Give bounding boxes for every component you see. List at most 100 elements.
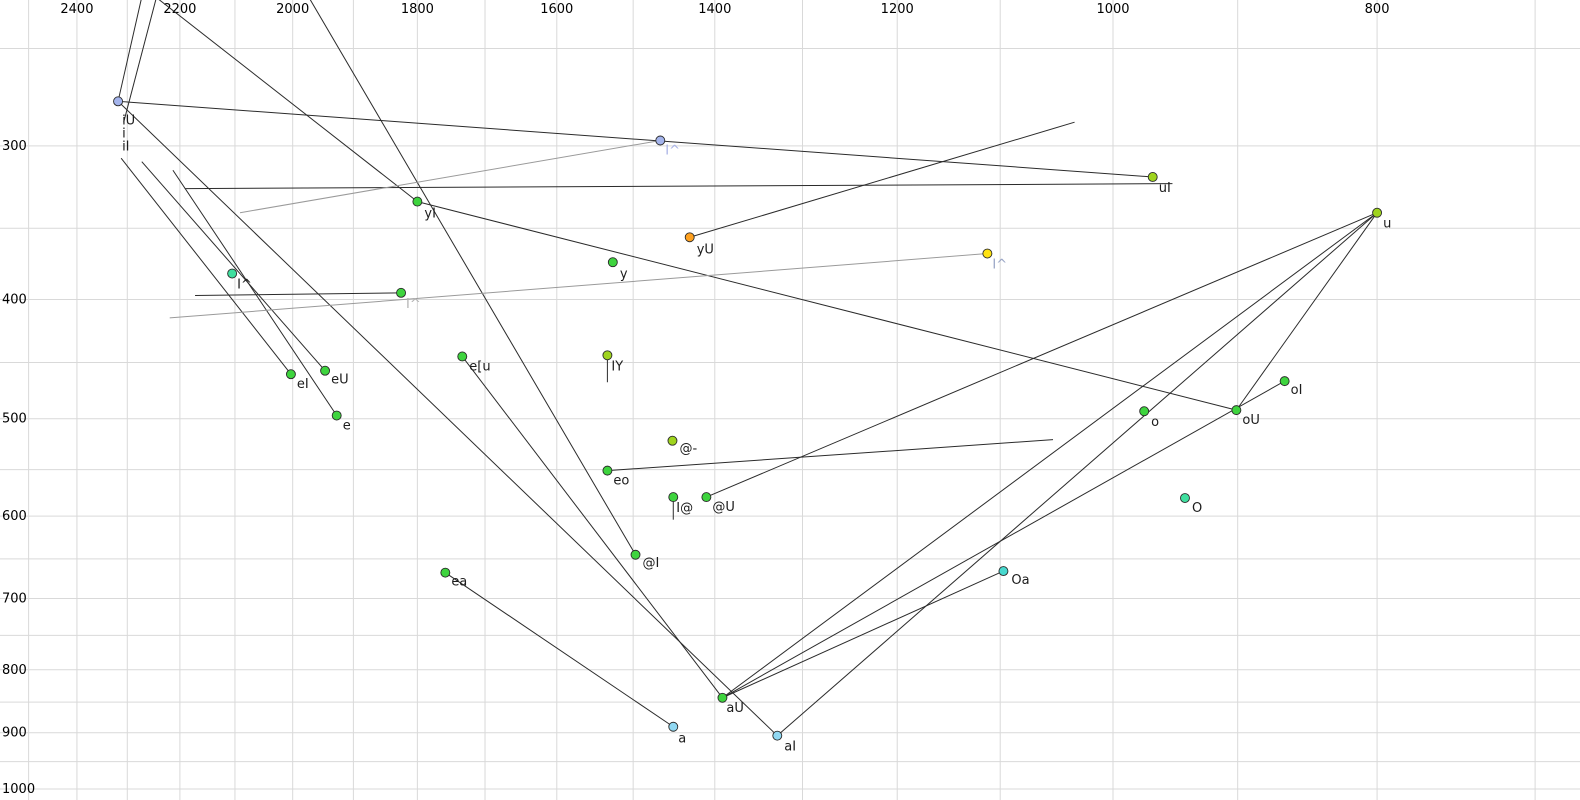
vowel-point-@-[interactable]	[667, 435, 678, 446]
y-tick-label: 600	[2, 509, 27, 524]
vowel-label: e[u	[469, 359, 490, 374]
vowel-point-ea[interactable]	[440, 567, 451, 578]
vowel-point-@I[interactable]	[630, 549, 641, 560]
trajectory-line	[776, 212, 1378, 737]
vowel-label: e	[343, 419, 351, 434]
vowel-label: @I	[643, 556, 660, 571]
trajectory-line	[722, 212, 1378, 699]
vowel-label: Oa	[1011, 573, 1029, 588]
trajectory-line	[169, 253, 988, 319]
vowel-label: u	[1383, 217, 1391, 232]
vowel-label: @-	[679, 442, 697, 457]
trajectory-line	[117, 100, 778, 737]
trajectory-line	[158, 0, 418, 203]
vowel-label: iI	[122, 139, 129, 154]
trajectory-line	[195, 292, 402, 297]
vowel-point-y[interactable]	[607, 257, 618, 268]
vowel-label: IY	[611, 359, 623, 374]
y-tick-label: 500	[2, 412, 27, 427]
vowel-point-yI[interactable]	[412, 196, 423, 207]
vowel-label: eo	[613, 474, 629, 489]
vowel-point-I@[interactable]	[668, 492, 679, 503]
trajectory-line	[118, 100, 1153, 178]
x-tick-label: 1200	[881, 2, 914, 17]
vowel-point-e[u[interactable]	[457, 351, 468, 362]
vowel-point-I^[interactable]	[396, 287, 407, 298]
vowel-point-eo[interactable]	[602, 465, 613, 476]
trajectory-line	[117, 0, 142, 102]
vowel-label: O	[1192, 501, 1202, 516]
vowel-label: i	[122, 126, 126, 141]
trajectory-line	[239, 139, 661, 214]
vowel-point-aU[interactable]	[717, 692, 728, 703]
trajectory-line	[722, 380, 1285, 699]
vowel-label: aU	[726, 701, 743, 716]
y-tick-label: 1000	[2, 782, 35, 797]
vowel-point-e[interactable]	[331, 410, 342, 421]
vowel-label: oI	[1291, 383, 1303, 398]
trajectory-line	[172, 169, 338, 416]
vowel-point-IY[interactable]	[602, 350, 613, 361]
trajectory-line	[689, 121, 1075, 238]
y-tick-label: 400	[2, 293, 27, 308]
vowel-label: I^	[237, 278, 252, 293]
vowel-point-eU[interactable]	[320, 365, 331, 376]
trajectory-line	[417, 201, 1237, 411]
vowel-label: I@	[676, 501, 693, 516]
vowel-label: I^	[406, 297, 421, 312]
trajectory-line	[607, 439, 1054, 472]
vowel-label: aI	[784, 740, 796, 755]
y-tick-label: 900	[2, 726, 27, 741]
trajectory-line	[445, 572, 674, 728]
vowel-point-I^[interactable]	[655, 135, 666, 146]
vowel-label: I^	[665, 143, 680, 158]
trajectory-line	[706, 212, 1378, 498]
vowel-point-O[interactable]	[1180, 493, 1190, 503]
vowel-point-a[interactable]	[668, 721, 679, 732]
vowel-label: yU	[697, 242, 714, 257]
trajectory-lines	[117, 0, 1378, 737]
x-axis-ticks: 2400 2200 2000 1800 1600 1400 1200 1000 800	[60, 2, 1389, 17]
vowel-point-I^[interactable]	[982, 248, 993, 259]
vowel-point-u[interactable]	[1372, 207, 1383, 218]
vowel-label: uI	[1159, 181, 1171, 196]
x-tick-label: 2000	[276, 2, 309, 17]
x-tick-label: 1000	[1096, 2, 1129, 17]
y-tick-label: 700	[2, 591, 27, 606]
vowel-point-Oa[interactable]	[998, 566, 1009, 577]
vowel-point-oU[interactable]	[1231, 405, 1242, 416]
vowel-label: o	[1151, 415, 1159, 430]
vowel-point-eI[interactable]	[285, 369, 296, 380]
vowel-point-aI[interactable]	[772, 730, 783, 741]
x-tick-label: 1400	[698, 2, 731, 17]
vowel-label: eI	[297, 377, 309, 392]
trajectory-line	[309, 0, 636, 556]
vowel-point-oI[interactable]	[1279, 376, 1290, 387]
vowel-label: ea	[451, 575, 467, 590]
x-tick-label: 2400	[60, 2, 93, 17]
vowel-point-uI[interactable]	[1147, 172, 1158, 182]
trajectory-line	[722, 570, 1004, 699]
vowel-label: eU	[331, 373, 349, 388]
vowel-point-o[interactable]	[1139, 406, 1150, 417]
vowel-point-@U[interactable]	[701, 492, 712, 503]
vowel-label: I^	[992, 258, 1007, 273]
vowel-label: oU	[1242, 413, 1259, 428]
vowel-point-iU[interactable]	[113, 96, 124, 107]
vowel-point-yU[interactable]	[684, 232, 695, 243]
x-tick-label: 800	[1365, 2, 1390, 17]
y-tick-label: 800	[2, 663, 27, 678]
trajectory-line	[120, 157, 292, 375]
vowel-label: iU	[122, 113, 135, 128]
trajectory-line	[141, 161, 326, 372]
vowel-point-I^[interactable]	[227, 268, 238, 279]
vowel-label: yI	[424, 207, 436, 222]
trajectory-line	[1235, 212, 1378, 411]
y-tick-label: 300	[2, 139, 27, 154]
x-tick-label: 2200	[163, 2, 196, 17]
